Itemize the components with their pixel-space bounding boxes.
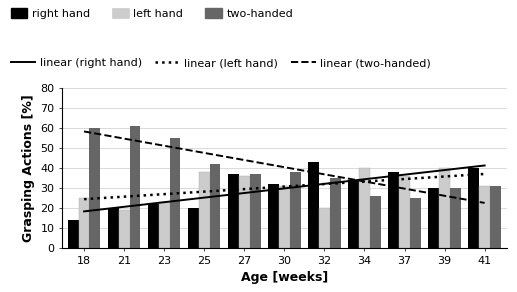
Bar bbox=[89, 128, 100, 248]
Bar bbox=[170, 138, 180, 248]
Bar bbox=[439, 168, 450, 248]
Bar bbox=[159, 202, 170, 248]
X-axis label: Age [weeks]: Age [weeks] bbox=[241, 271, 328, 284]
Bar bbox=[148, 204, 159, 248]
Bar bbox=[210, 164, 220, 248]
Bar bbox=[279, 186, 290, 248]
Legend: linear (right hand), linear (left hand), linear (two-handed): linear (right hand), linear (left hand),… bbox=[11, 58, 431, 68]
Bar bbox=[490, 186, 501, 248]
Bar bbox=[68, 220, 79, 248]
Bar bbox=[450, 188, 461, 248]
Bar bbox=[348, 180, 359, 248]
Bar bbox=[399, 176, 410, 248]
Bar bbox=[79, 198, 89, 248]
Bar bbox=[130, 126, 140, 248]
Bar bbox=[479, 186, 490, 248]
Bar bbox=[468, 168, 479, 248]
Bar bbox=[199, 172, 210, 248]
Bar bbox=[330, 178, 341, 248]
Bar bbox=[108, 208, 119, 248]
Bar bbox=[228, 174, 239, 248]
Bar bbox=[268, 184, 279, 248]
Bar bbox=[359, 168, 370, 248]
Bar bbox=[119, 210, 130, 248]
Bar bbox=[370, 196, 381, 248]
Bar bbox=[410, 198, 421, 248]
Bar bbox=[188, 208, 199, 248]
Bar bbox=[388, 172, 399, 248]
Bar bbox=[239, 176, 250, 248]
Bar bbox=[429, 188, 439, 248]
Bar bbox=[250, 174, 261, 248]
Y-axis label: Grasping Actions [%]: Grasping Actions [%] bbox=[22, 94, 35, 242]
Bar bbox=[290, 172, 300, 248]
Legend: right hand, left hand, two-handed: right hand, left hand, two-handed bbox=[11, 8, 293, 19]
Bar bbox=[308, 162, 319, 248]
Bar bbox=[319, 208, 330, 248]
